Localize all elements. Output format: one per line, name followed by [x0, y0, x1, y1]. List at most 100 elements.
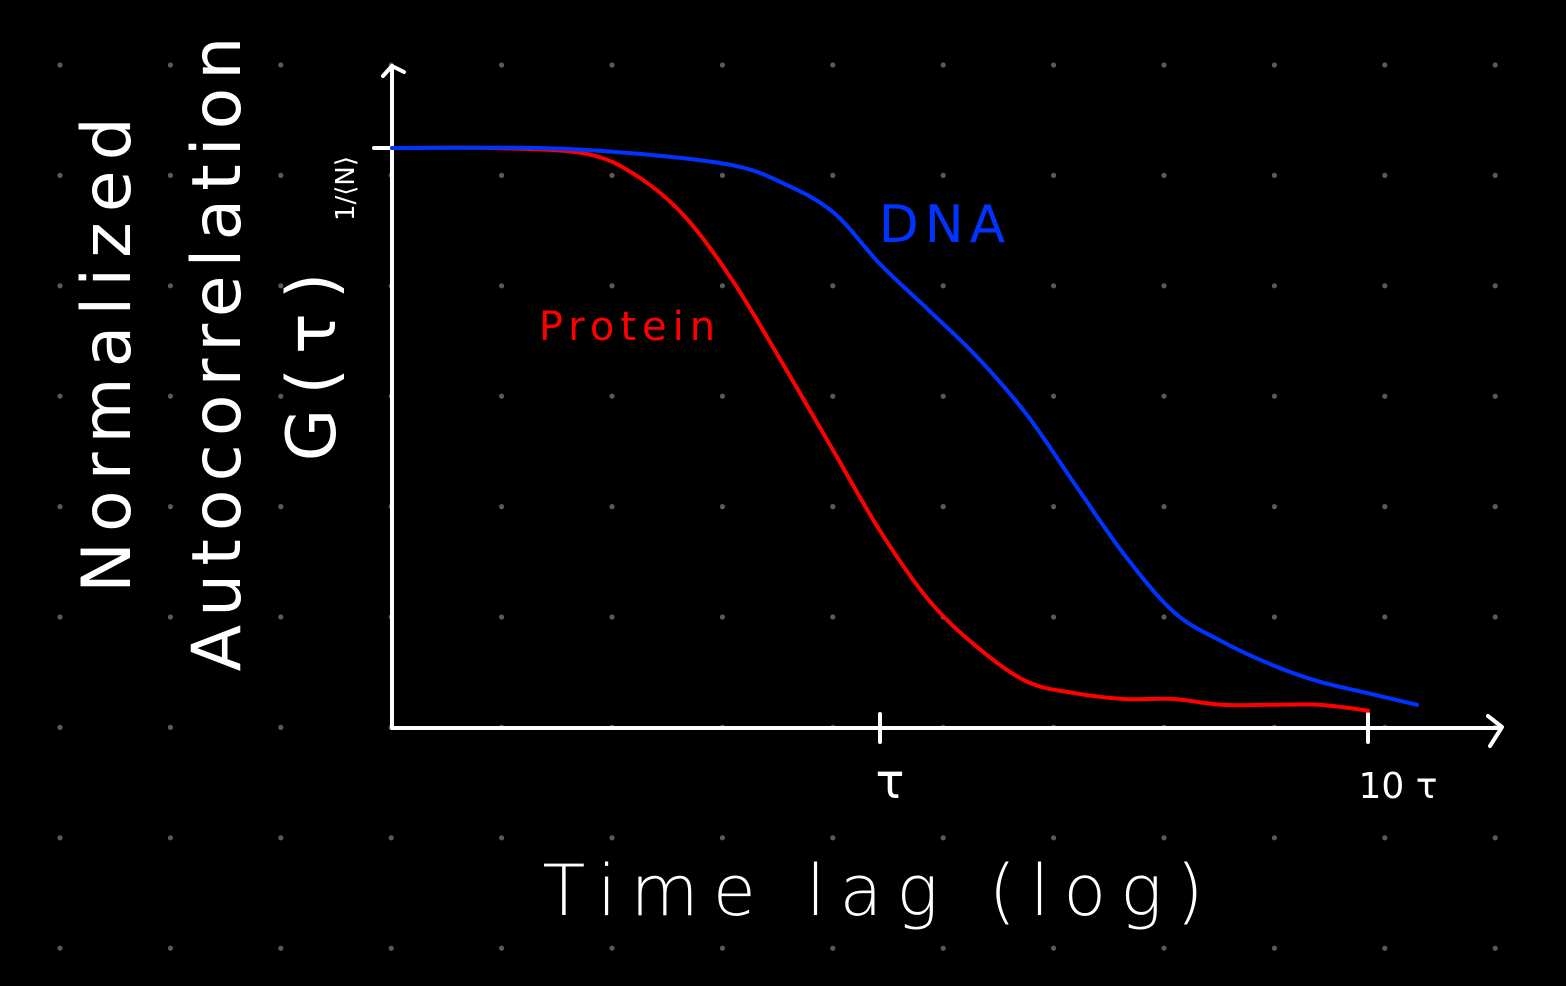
- grid-dot: [1161, 504, 1167, 510]
- grid-dot: [388, 835, 394, 841]
- grid-dot: [719, 835, 726, 841]
- grid-dot: [719, 504, 726, 510]
- grid-dot: [1051, 835, 1057, 841]
- y-axis-label-line-1: Normalized: [68, 107, 147, 593]
- grid-dot: [167, 172, 173, 178]
- y-axis-arrow-icon: [381, 64, 406, 78]
- grid-dot: [1492, 393, 1498, 399]
- grid-dot: [1161, 614, 1167, 620]
- grid-dot: [278, 835, 284, 841]
- grid-dot: [57, 724, 63, 731]
- grid-dot: [609, 614, 615, 620]
- grid-dot: [609, 62, 615, 68]
- grid-dot: [499, 614, 505, 620]
- grid-dot: [499, 945, 505, 951]
- grid-dot: [167, 835, 173, 841]
- grid-dot: [499, 172, 505, 178]
- grid-dot: [830, 393, 836, 399]
- grid-dot: [1051, 945, 1057, 951]
- grid-dot: [719, 62, 726, 68]
- grid-dot: [278, 62, 284, 68]
- grid-dot: [830, 504, 836, 510]
- grid-dot: [57, 504, 63, 510]
- grid-dot: [940, 172, 946, 178]
- grid-dot: [499, 62, 505, 68]
- grid-dot: [1161, 172, 1167, 178]
- grid-dot: [609, 283, 615, 289]
- grid-dots: [57, 62, 1498, 951]
- grid-dot: [57, 614, 63, 620]
- grid-dot: [1382, 945, 1388, 951]
- grid-dot: [278, 283, 284, 289]
- grid-dot: [57, 835, 63, 841]
- grid-dot: [1271, 504, 1277, 510]
- grid-dot: [1382, 393, 1388, 399]
- x-tick-label: τ: [876, 754, 905, 810]
- grid-dot: [57, 62, 63, 68]
- grid-dot: [830, 614, 836, 620]
- grid-dot: [830, 283, 836, 289]
- grid-dot: [1492, 614, 1498, 620]
- grid-dot: [719, 945, 726, 951]
- grid-dot: [1161, 283, 1167, 289]
- x-axis-label: Time lag (log): [542, 850, 1217, 932]
- grid-dot: [940, 835, 946, 841]
- grid-dot: [57, 945, 63, 951]
- series-labels: Protein DNA: [539, 195, 1012, 350]
- series-line-protein: [390, 145, 1370, 713]
- grid-dot: [1051, 614, 1057, 620]
- grid-dot: [719, 283, 726, 289]
- grid-dot: [1161, 945, 1167, 951]
- grid-dot: [940, 393, 946, 399]
- series-label-dna: DNA: [879, 195, 1012, 255]
- grid-dot: [1492, 945, 1498, 951]
- grid-dot: [1492, 283, 1498, 289]
- y-tick-label: 1/⟨N⟩: [331, 156, 361, 221]
- grid-dot: [830, 172, 836, 178]
- grid-dot: [57, 283, 63, 289]
- grid-dot: [609, 945, 615, 951]
- grid-dot: [1492, 172, 1498, 178]
- grid-dot: [940, 504, 946, 510]
- grid-dot: [1382, 62, 1388, 68]
- grid-dot: [1271, 614, 1277, 620]
- grid-dot: [167, 945, 173, 951]
- grid-dot: [278, 724, 284, 731]
- y-axis-label-line-3: G(τ): [273, 259, 352, 462]
- series-line-dna: [390, 145, 1419, 707]
- x-tick-label: 10 τ: [1359, 766, 1438, 807]
- grid-dot: [1051, 283, 1057, 289]
- grid-dot: [1382, 504, 1388, 510]
- grid-dot: [1051, 393, 1057, 399]
- grid-dot: [1051, 504, 1057, 510]
- grid-dot: [1382, 614, 1388, 620]
- grid-dot: [499, 283, 505, 289]
- y-axis-label: Normalized Autocorrelation G(τ): [68, 29, 352, 672]
- grid-dot: [278, 614, 284, 620]
- grid-dot: [609, 393, 615, 399]
- grid-dot: [940, 283, 946, 289]
- grid-dot: [1492, 62, 1498, 68]
- grid-dot: [1382, 172, 1388, 178]
- grid-dot: [278, 504, 284, 510]
- grid-dot: [719, 614, 726, 620]
- grid-dot: [1051, 62, 1057, 68]
- grid-dot: [1161, 393, 1167, 399]
- grid-dot: [167, 504, 173, 510]
- grid-dot: [609, 835, 615, 841]
- grid-dot: [388, 945, 394, 951]
- grid-dot: [278, 945, 284, 951]
- grid-dot: [499, 504, 505, 510]
- grid-dot: [830, 62, 836, 68]
- grid-dot: [167, 393, 173, 399]
- grid-dot: [278, 393, 284, 399]
- grid-dot: [830, 945, 836, 951]
- grid-dot: [940, 62, 946, 68]
- grid-dot: [830, 835, 836, 841]
- grid-dot: [1271, 945, 1277, 951]
- grid-dot: [1271, 62, 1277, 68]
- grid-dot: [1271, 172, 1277, 178]
- grid-dot: [1271, 835, 1277, 841]
